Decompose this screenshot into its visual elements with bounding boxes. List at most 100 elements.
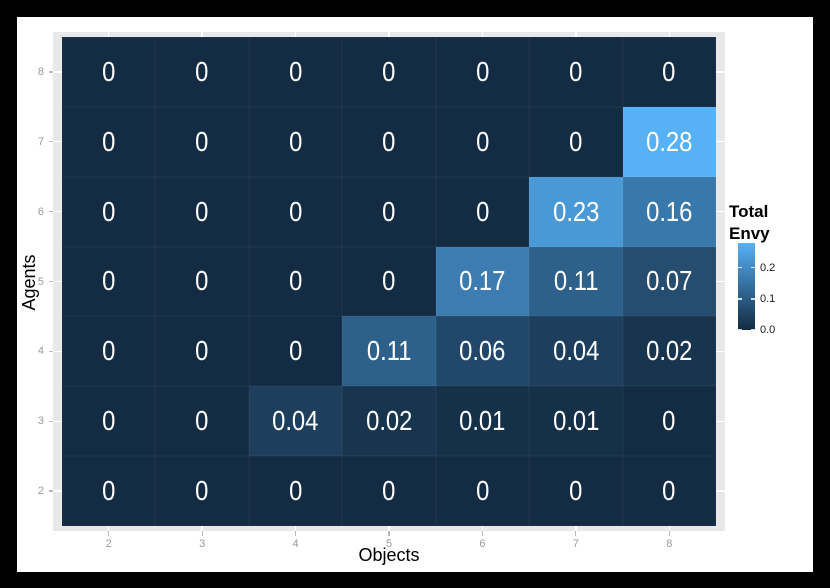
x-tick <box>108 531 110 536</box>
heatmap-cell: 0 <box>62 386 156 457</box>
x-tick-label: 3 <box>199 538 206 550</box>
x-tick-label: 4 <box>292 538 299 550</box>
heatmap-cell: 0.01 <box>529 386 623 457</box>
cell-value: 0 <box>102 335 116 367</box>
heatmap-cell: 0.17 <box>435 246 530 317</box>
heatmap-cell: 0 <box>155 386 249 457</box>
heatmap-cell: 0 <box>248 246 343 317</box>
cell-value: 0 <box>102 195 116 227</box>
heatmap-cell: 0.04 <box>248 386 343 457</box>
cell-value: 0 <box>662 405 676 437</box>
y-tick-label: 7 <box>37 135 44 148</box>
heatmap-cell: 0 <box>622 456 716 526</box>
x-tick <box>481 531 484 536</box>
heatmap-cell: 0 <box>342 37 436 107</box>
heatmap-cell: 0 <box>155 246 249 317</box>
heatmap-cell: 0 <box>248 316 343 387</box>
cell-value: 0 <box>569 125 583 157</box>
cell-value: 0.17 <box>459 265 506 297</box>
y-tick <box>48 490 53 492</box>
heatmap-cell: 0.11 <box>529 246 623 317</box>
heatmap-cell: 0 <box>155 176 249 247</box>
cell-value: 0 <box>382 475 396 507</box>
cell-value: 0.02 <box>646 335 693 367</box>
heatmap-cell: 0 <box>435 456 530 526</box>
heatmap-cell: 0 <box>435 37 530 107</box>
cell-value: 0 <box>382 265 396 297</box>
heatmap-cell: 0 <box>342 246 436 317</box>
cell-value: 0.06 <box>459 335 506 367</box>
heatmap-tiles: 0 0 0 0 0 0 0 0 0 0 0 0 0 0.28 0 0 0 0 0 0.23 0.16 0 0 0 0 0.17 0.… <box>62 37 716 526</box>
cell-value: 0 <box>662 475 676 507</box>
heatmap-cell: 0 <box>155 37 249 107</box>
legend-title-line-1: Total <box>729 202 769 221</box>
heatmap-cell: 0 <box>155 106 249 177</box>
cell-value: 0.11 <box>553 265 599 297</box>
cell-value: 0 <box>102 125 116 157</box>
heatmap-cell: 0.01 <box>435 386 530 457</box>
x-tick <box>201 531 203 536</box>
cell-value: 0 <box>475 475 490 507</box>
y-tick <box>48 71 53 73</box>
x-tick-label: 2 <box>105 538 112 550</box>
heatmap-cell: 0 <box>248 37 343 107</box>
cell-value: 0.01 <box>459 405 506 437</box>
cell-value: 0 <box>288 195 303 227</box>
x-tick-label: 5 <box>385 538 393 550</box>
cell-value: 0 <box>288 335 303 367</box>
heatmap-cell: 0 <box>62 37 156 107</box>
heatmap-cell: 0.23 <box>529 176 623 247</box>
legend: Total Envy 0.2 0.1 0.0 <box>729 201 813 351</box>
x-tick-label: 6 <box>479 538 486 550</box>
legend-tick <box>751 328 755 330</box>
x-tick <box>575 531 577 536</box>
legend-tick <box>738 298 742 300</box>
y-tick-label: 5 <box>37 275 44 288</box>
cell-value: 0 <box>195 55 209 87</box>
heatmap-cell: 0 <box>342 456 436 526</box>
cell-value: 0 <box>195 195 209 227</box>
y-tick <box>48 420 53 422</box>
heatmap-cell: 0 <box>529 37 623 107</box>
cell-value: 0 <box>102 475 116 507</box>
heatmap-cell: 0.02 <box>622 316 716 387</box>
cell-value: 0 <box>195 405 209 437</box>
x-tick-label: 7 <box>572 538 579 550</box>
heatmap-cell: 0 <box>529 456 623 526</box>
x-axis-title: Objects <box>358 545 420 565</box>
heatmap-cell: 0 <box>155 456 249 526</box>
cell-value: 0 <box>102 55 116 87</box>
y-tick-label: 4 <box>37 345 44 358</box>
cell-value: 0 <box>382 55 396 87</box>
cell-value: 0 <box>382 125 396 157</box>
cell-value: 0.11 <box>366 335 412 367</box>
cell-value: 0 <box>662 55 676 87</box>
x-tick <box>668 531 670 536</box>
heatmap-panel: 0 0 0 0 0 0 0 0 0 0 0 0 0 0.28 0 0 0 0 0 0.23 0.16 0 0 0 0 0.17 0.… <box>53 32 725 531</box>
cell-value: 0.04 <box>272 405 319 437</box>
cell-value: 0.02 <box>365 405 413 437</box>
heatmap-cell: 0 <box>62 316 156 387</box>
figure-canvas: Agents 0 0 0 0 0 0 0 0 0 0 0 0 0 0.28 0 0 0 0 0 0.23 0.16 0 0 0… <box>17 17 813 572</box>
heatmap-cell: 0.28 <box>622 106 716 177</box>
heatmap-cell: 0.07 <box>622 246 716 317</box>
cell-value: 0.23 <box>552 195 600 227</box>
heatmap-cell: 0 <box>622 37 716 107</box>
y-tick <box>48 280 53 283</box>
y-tick-label: 6 <box>37 205 44 218</box>
legend-tick <box>751 267 755 269</box>
cell-value: 0 <box>102 405 116 437</box>
cell-value: 0.16 <box>646 195 693 227</box>
cell-value: 0 <box>569 55 583 87</box>
legend-tick-label: 0.1 <box>760 292 776 305</box>
heatmap-cell: 0.04 <box>529 316 623 387</box>
x-tick <box>294 531 297 536</box>
heatmap-cell: 0 <box>62 456 156 526</box>
heatmap-cell: 0.16 <box>622 176 716 247</box>
y-tick-label: 8 <box>37 65 44 78</box>
cell-value: 0.04 <box>552 335 600 367</box>
heatmap-cell: 0 <box>435 176 530 247</box>
cell-value: 0 <box>475 55 490 87</box>
cell-value: 0 <box>195 265 209 297</box>
heatmap-cell: 0 <box>342 106 436 177</box>
